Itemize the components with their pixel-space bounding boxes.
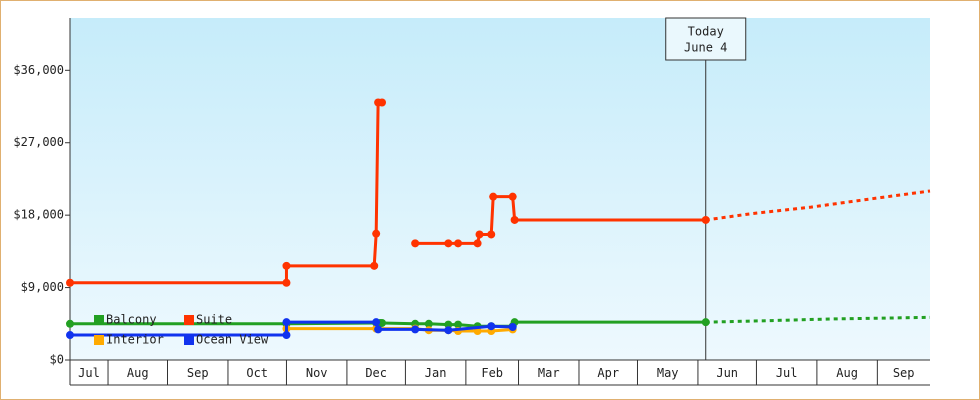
price-point [411,325,420,334]
price-point [370,261,379,270]
legend-swatch [184,335,194,345]
x-tick-label: Nov [306,366,328,380]
x-tick-label: Jul [78,366,100,380]
price-point [444,239,453,248]
price-point [454,239,463,248]
x-tick-label: Jun [716,366,738,380]
today-label: June 4 [684,41,727,55]
y-tick-label: $36,000 [13,63,64,77]
price-point [66,278,74,287]
legend-label: Suite [196,313,232,327]
legend-swatch [94,315,104,325]
price-point [508,323,517,332]
x-tick-label: Feb [481,366,503,380]
x-tick-label: Aug [836,366,858,380]
price-point [444,320,453,329]
x-tick-label: Dec [365,366,387,380]
price-point [378,98,387,107]
y-tick-label: $27,000 [13,135,64,149]
x-tick-label: Sep [187,366,209,380]
price-point [487,322,496,331]
price-point [378,318,387,327]
price-line [415,195,706,245]
forecast-line [705,189,931,222]
price-point [454,320,463,329]
price-point [475,230,484,239]
y-tick-label: $0 [50,353,64,367]
x-tick-label: Mar [538,366,560,380]
legend-label: Ocean View [196,333,269,347]
x-tick-label: Jul [776,366,798,380]
x-tick-label: Sep [893,366,915,380]
price-point [66,331,74,340]
legend-label: Interior [106,333,164,347]
price-point [487,230,496,239]
price-point [282,261,291,270]
today-box [665,17,747,61]
price-point [66,319,74,328]
price-point [372,318,381,327]
price-point [489,192,498,201]
legend-label: Balcony [106,313,157,327]
y-tick-label: $18,000 [13,208,64,222]
today-label: Today [688,25,724,39]
x-tick-label: Jan [425,366,447,380]
price-point [444,326,453,335]
price-point [510,215,519,224]
x-tick-label: Aug [127,366,149,380]
plot-area [70,18,930,360]
price-point [411,239,420,248]
price-point [424,319,433,328]
price-point [372,229,381,238]
y-tick-label: $9,000 [21,280,64,294]
price-point [508,192,517,201]
price-point [282,278,291,287]
price-point [374,325,383,334]
forecast-line [705,315,931,324]
price-point [282,331,291,340]
x-tick-label: Oct [246,366,268,380]
price-point [473,239,482,248]
legend-swatch [184,315,194,325]
legend-swatch [94,335,104,345]
x-tick-label: Apr [597,366,619,380]
x-tick-label: May [657,366,679,380]
price-point [282,318,291,327]
